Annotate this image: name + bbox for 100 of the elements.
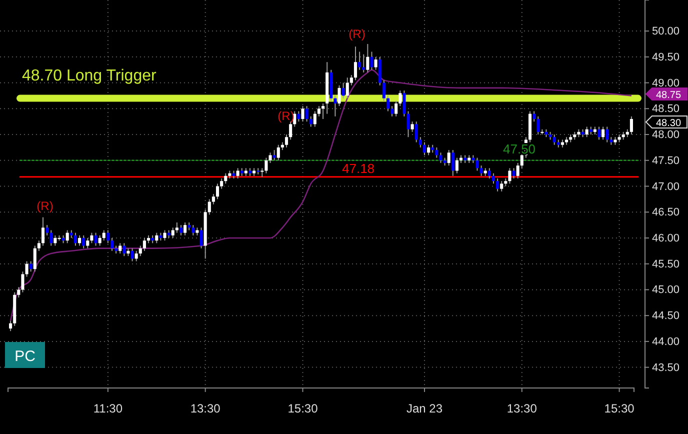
candlestick: [488, 168, 491, 179]
candlestick: [322, 102, 325, 120]
candlestick: [532, 110, 536, 122]
candlestick: [630, 116, 633, 136]
y-tick-label: 49.50: [652, 51, 680, 64]
ref-line-label: 48.70 Long Trigger: [22, 67, 157, 84]
candlestick: [272, 150, 276, 161]
x-tick-label: 11:30: [93, 402, 123, 416]
candlestick: [508, 168, 512, 184]
y-tick-label: 46.50: [652, 206, 680, 219]
candlestick: [29, 260, 32, 272]
candlestick: [276, 144, 280, 161]
candlestick: [82, 234, 86, 249]
candlestick: [350, 74, 353, 86]
text: 48.75: [656, 90, 682, 101]
candlestick: [41, 216, 45, 246]
candlestick: [516, 162, 520, 179]
candlestick: [264, 157, 268, 174]
y-tick-label: 47.50: [652, 154, 680, 167]
x-tick-label: 15:30: [604, 402, 635, 416]
y-tick-label: 45.50: [652, 258, 680, 270]
candlestick: [289, 121, 292, 140]
candlestick: [17, 286, 20, 298]
candlestick: [86, 237, 90, 249]
candlestick: [98, 234, 102, 246]
x-tick-label: 13:30: [506, 402, 538, 416]
candlestick: [301, 106, 304, 122]
candlestick: [390, 106, 394, 117]
candlestick: [130, 248, 134, 262]
candlestick: [155, 232, 158, 244]
candlestick: [179, 224, 183, 236]
y-tick-label: 44.00: [652, 336, 680, 348]
y-tick-label: 48.50: [652, 103, 680, 116]
candlestick: [208, 198, 211, 216]
candlestick: [94, 232, 98, 246]
candlestick: [317, 106, 320, 117]
y-tick-label: 47.00: [652, 180, 680, 193]
candlestick: [33, 245, 36, 272]
candlestick: [184, 222, 187, 236]
candlestick: [435, 146, 438, 158]
candlestick: [106, 230, 110, 244]
annotation: (R): [348, 27, 366, 41]
candlestick: [309, 116, 312, 128]
x-tick-label: 15:30: [288, 402, 318, 416]
candlestick: [220, 178, 224, 190]
candlestick: [236, 168, 240, 179]
candlestick: [342, 82, 345, 99]
candlestick: [37, 240, 40, 252]
candlestick: [386, 95, 390, 112]
candlestick: [439, 152, 442, 164]
candlestick: [358, 51, 362, 70]
candlestick: [338, 84, 341, 107]
ref-line-label: 47.18: [342, 160, 375, 176]
candlestick: [284, 134, 288, 148]
candlestick: [354, 46, 358, 81]
candlestick: [374, 56, 378, 70]
candlestick: [394, 100, 398, 117]
candlestick: [422, 142, 426, 156]
candlestick: [480, 165, 483, 176]
candlestick: [90, 232, 94, 244]
y-tick-label: 46.00: [652, 232, 680, 244]
line-series: [10, 69, 632, 322]
candlestick: [46, 224, 49, 236]
candlestick: [118, 242, 122, 254]
candlestick: [496, 178, 500, 192]
candlestick: [406, 110, 410, 138]
candlestick: [536, 116, 540, 136]
text: 48.30: [656, 118, 682, 129]
candlestick: [110, 237, 114, 252]
candlestick: [382, 80, 386, 102]
y-tick-label: 50.00: [652, 26, 680, 38]
candlestick: [602, 126, 605, 140]
candlestick: [414, 121, 418, 143]
candlestick: [175, 222, 178, 234]
x-tick-label: 13:30: [190, 402, 221, 416]
y-tick-label: 45.00: [652, 284, 680, 296]
candlestick: [362, 54, 366, 73]
candlestick: [212, 194, 215, 205]
candlestick: [410, 121, 414, 132]
candlestick: [102, 230, 106, 242]
candlestick: [402, 90, 406, 117]
candlestick: [54, 234, 57, 246]
candlestick: [66, 230, 69, 244]
candlestick: [50, 230, 53, 246]
candlestick: [455, 157, 458, 174]
candlestick: [476, 157, 479, 172]
candlestick: [142, 237, 146, 252]
candlestick: [21, 271, 24, 293]
candlestick: [447, 150, 450, 166]
annotation: (R): [36, 199, 54, 213]
candlestick: [378, 56, 382, 86]
annotation: PC: [14, 348, 36, 365]
candlestick: [268, 152, 272, 164]
candlestick: [138, 245, 142, 257]
y-tick-label: 49.00: [652, 77, 680, 90]
candlestick: [492, 172, 495, 184]
candlestick: [78, 234, 82, 246]
candlestick: [171, 227, 174, 238]
candlestick: [500, 180, 504, 192]
candlestick: [25, 260, 28, 278]
